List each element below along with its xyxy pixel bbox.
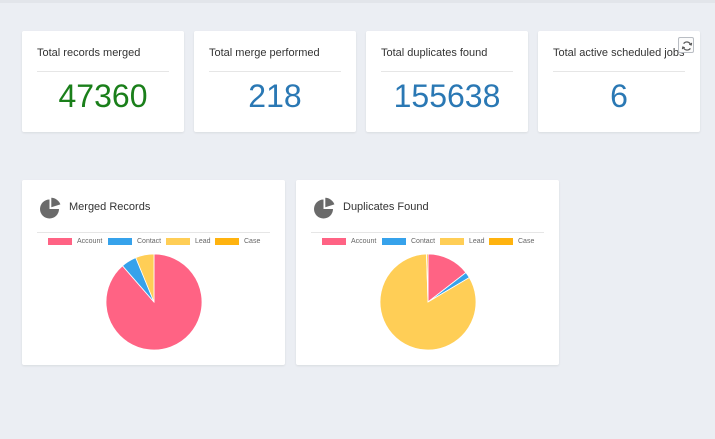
stat-label: Total records merged — [37, 47, 141, 59]
legend-swatch — [215, 238, 239, 245]
stat-card-records-merged: Total records merged 47360 — [22, 31, 184, 132]
chart-legend: Account Contact Lead Case — [296, 237, 559, 247]
pie-slice-case[interactable] — [426, 253, 429, 303]
legend-swatch — [48, 238, 72, 245]
stat-value: 47360 — [58, 78, 148, 114]
legend-swatch — [382, 238, 406, 245]
legend-label: Lead — [469, 238, 485, 245]
divider — [381, 71, 513, 72]
legend-swatch — [108, 238, 132, 245]
refresh-button[interactable] — [678, 37, 694, 53]
legend-label: Account — [351, 238, 377, 245]
stat-label: Total duplicates found — [381, 47, 488, 59]
stat-label: Total merge performed — [209, 47, 320, 59]
pie-chart-duplicates-found — [379, 253, 477, 351]
top-border — [0, 0, 715, 3]
chart-title: Merged Records — [69, 201, 151, 213]
chart-card-merged-records: Merged Records Account Contact Lead Case — [22, 180, 285, 365]
chart-legend: Account Contact Lead Case — [22, 237, 285, 247]
legend-label: Case — [518, 238, 535, 245]
chart-title: Duplicates Found — [343, 201, 429, 213]
stat-value: 6 — [610, 78, 628, 114]
legend-swatch — [322, 238, 346, 245]
divider — [553, 71, 685, 72]
stat-card-duplicates-found: Total duplicates found 155638 — [366, 31, 528, 132]
stat-card-active-jobs: Total active scheduled jobs 6 — [538, 31, 700, 132]
stat-label: Total active scheduled jobs — [553, 47, 685, 59]
legend-label: Account — [77, 238, 103, 245]
divider — [311, 232, 544, 233]
stat-value: 155638 — [393, 78, 501, 114]
legend-swatch — [489, 238, 513, 245]
pie-chart-icon — [40, 197, 61, 219]
stat-card-merge-performed: Total merge performed 218 — [194, 31, 356, 132]
legend-label: Contact — [137, 238, 162, 245]
legend-label: Lead — [195, 238, 211, 245]
chart-card-duplicates-found: Duplicates Found Account Contact Lead Ca… — [296, 180, 559, 365]
pie-chart-icon — [314, 197, 335, 219]
pie-slice-account[interactable] — [105, 253, 203, 351]
legend-label: Contact — [411, 238, 436, 245]
divider — [37, 71, 169, 72]
stat-value: 218 — [248, 78, 302, 114]
divider — [37, 232, 270, 233]
pie-slice-lead[interactable] — [135, 253, 155, 303]
legend-swatch — [166, 238, 190, 245]
refresh-icon — [681, 41, 693, 51]
pie-chart-merged-records — [105, 253, 203, 351]
divider — [209, 71, 341, 72]
legend-label: Case — [244, 238, 261, 245]
legend-swatch — [440, 238, 464, 245]
